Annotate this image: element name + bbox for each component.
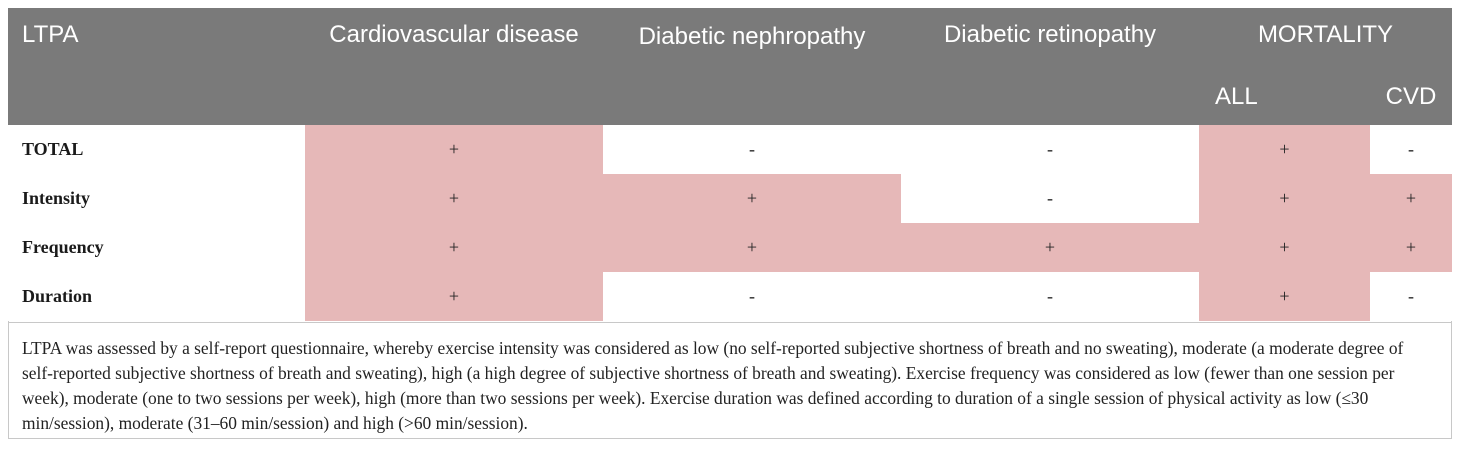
cell-cvd-disease: + (305, 272, 603, 321)
cell-mortality-cvd: + (1370, 223, 1453, 272)
cell-nephropathy: - (603, 125, 901, 174)
header-ltpa: LTPA (8, 8, 305, 72)
footnote-divider (8, 322, 1452, 323)
table-row: Duration + - - + - (8, 272, 1453, 321)
cell-mortality-all: + (1199, 223, 1370, 272)
row-label: TOTAL (8, 125, 305, 174)
header-blank-4 (901, 72, 1199, 125)
header-blank-2 (305, 72, 603, 125)
header-mortality: MORTALITY (1199, 8, 1453, 72)
cell-mortality-cvd: - (1370, 125, 1453, 174)
cell-cvd-disease: + (305, 223, 603, 272)
ltpa-outcomes-table: LTPA Cardiovascular disease Diabetic nep… (8, 8, 1453, 321)
header-mortality-all: ALL (1199, 72, 1370, 125)
cell-nephropathy: + (603, 174, 901, 223)
table-footnote: LTPA was assessed by a self-report quest… (22, 338, 1404, 433)
table-row: Frequency + + + + + (8, 223, 1453, 272)
row-label: Duration (8, 272, 305, 321)
cell-retinopathy: - (901, 125, 1199, 174)
header-blank-3 (603, 72, 901, 125)
cell-mortality-cvd: + (1370, 174, 1453, 223)
cell-mortality-cvd: - (1370, 272, 1453, 321)
cell-retinopathy: - (901, 174, 1199, 223)
header-diabetic-retinopathy: Diabetic retinopathy (901, 8, 1199, 72)
row-label: Intensity (8, 174, 305, 223)
table-row: TOTAL + - - + - (8, 125, 1453, 174)
cell-mortality-all: + (1199, 125, 1370, 174)
header-diabetic-nephropathy: Diabetic nephropathy (603, 8, 901, 72)
row-label: Frequency (8, 223, 305, 272)
cell-retinopathy: + (901, 223, 1199, 272)
header-blank-1 (8, 72, 305, 125)
cell-retinopathy: - (901, 272, 1199, 321)
table-row: Intensity + + - + + (8, 174, 1453, 223)
header-cardiovascular-disease: Cardiovascular disease (305, 8, 603, 72)
cell-mortality-all: + (1199, 174, 1370, 223)
cell-cvd-disease: + (305, 174, 603, 223)
cell-mortality-all: + (1199, 272, 1370, 321)
header-mortality-cvd: CVD (1370, 72, 1453, 125)
cell-nephropathy: + (603, 223, 901, 272)
cell-cvd-disease: + (305, 125, 603, 174)
cell-nephropathy: - (603, 272, 901, 321)
